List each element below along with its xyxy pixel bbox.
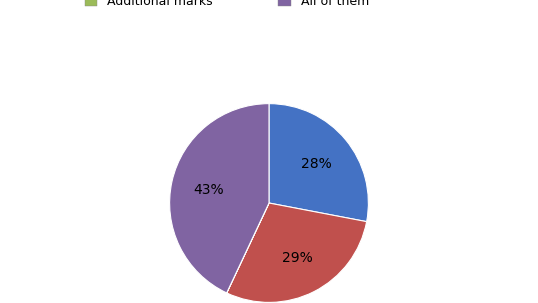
Text: 28%: 28%: [301, 157, 332, 171]
Text: 29%: 29%: [281, 251, 313, 265]
Wedge shape: [226, 203, 269, 293]
Wedge shape: [226, 203, 366, 302]
Wedge shape: [269, 104, 369, 221]
Wedge shape: [169, 104, 269, 293]
Legend: Design groups and pairs, Additional marks, Choose interesting topic, All of them: Design groups and pairs, Additional mark…: [85, 0, 453, 8]
Text: 43%: 43%: [194, 183, 224, 197]
